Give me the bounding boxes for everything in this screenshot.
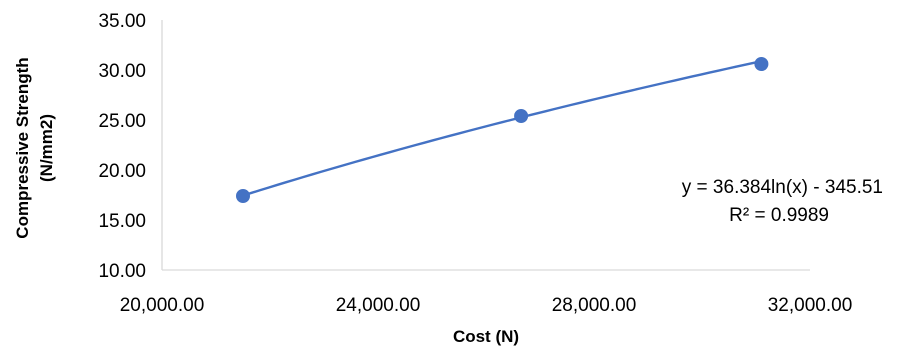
trendline-equation: y = 36.384ln(x) - 345.51 <box>682 177 883 198</box>
points-layer <box>236 57 769 203</box>
y-axis-title-line2: (N/mm2) <box>37 114 56 182</box>
data-point <box>754 57 769 71</box>
y-tick-label: 30.00 <box>98 61 146 82</box>
trendline-curve <box>242 60 762 197</box>
data-point <box>514 109 529 123</box>
y-axis-title-line1: Compressive Strength <box>13 57 32 238</box>
x-axis-title: Cost (N) <box>453 327 519 346</box>
y-tick-label: 15.00 <box>98 211 146 232</box>
x-tick-label: 20,000.00 <box>120 295 205 316</box>
y-tick-label: 25.00 <box>98 111 146 132</box>
y-tick-label: 20.00 <box>98 161 146 182</box>
data-point <box>236 189 250 203</box>
x-tick-label: 24,000.00 <box>336 295 421 316</box>
axes-layer <box>161 20 810 271</box>
y-tick-label: 10.00 <box>98 261 146 282</box>
x-tick-label: 28,000.00 <box>552 295 637 316</box>
tick-labels-layer: 10.00 15.00 20.00 25.00 30.00 35.00 20,000.00 2… <box>98 11 852 316</box>
x-tick-label: 32,000.00 <box>768 295 853 316</box>
trendline-layer <box>242 60 762 197</box>
y-tick-label: 35.00 <box>98 11 146 32</box>
trendline-r-squared: R² = 0.9989 <box>729 205 829 226</box>
